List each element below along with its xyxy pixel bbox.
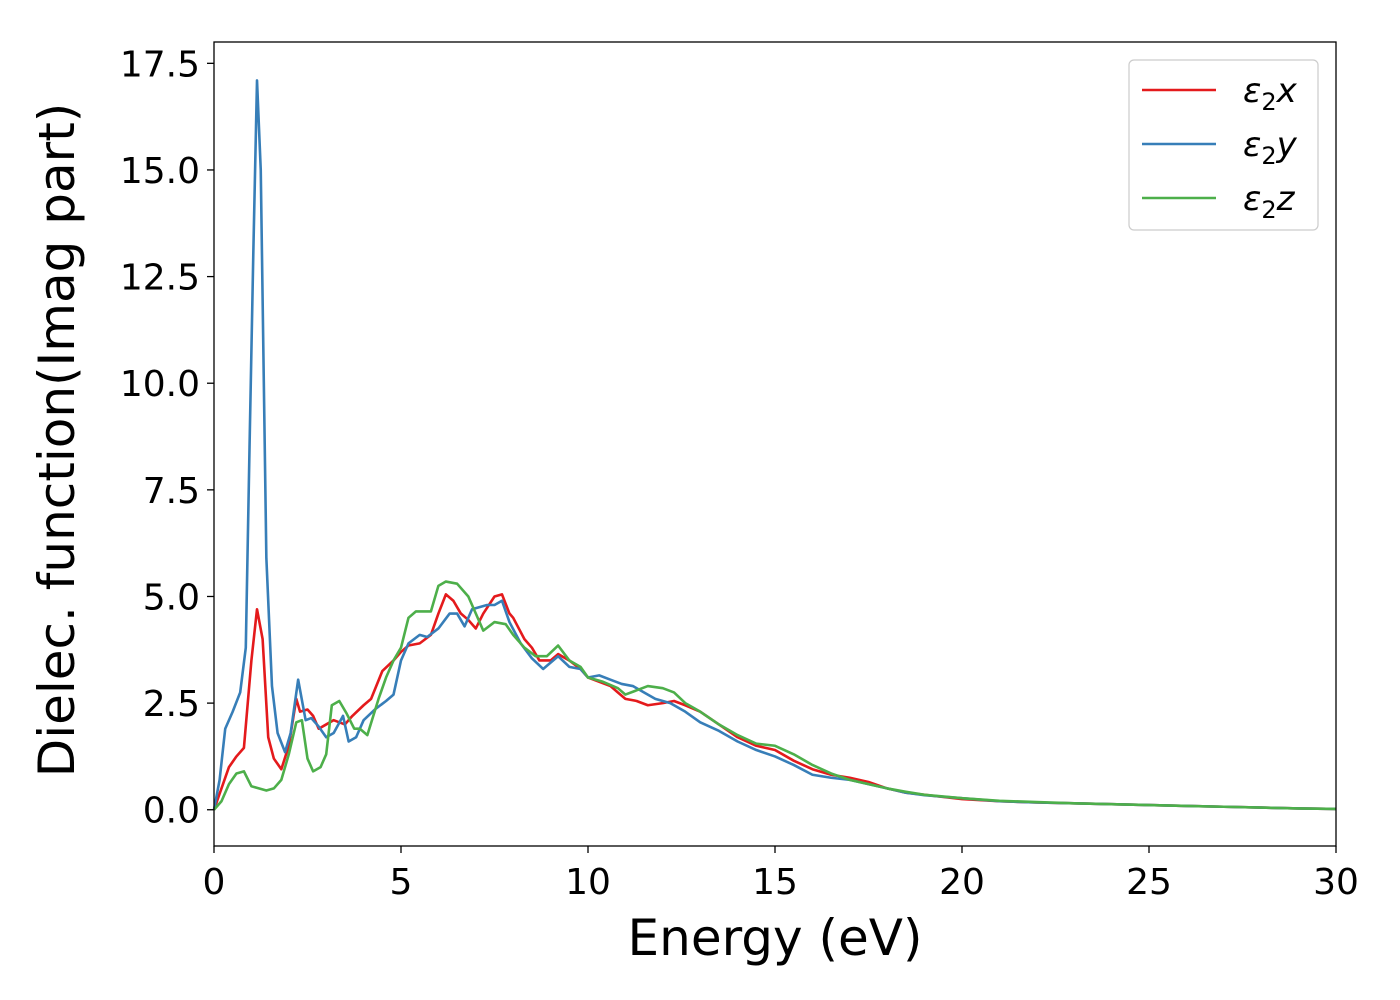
y-tick-label: 5.0 bbox=[143, 577, 200, 618]
x-tick-label: 0 bbox=[203, 862, 226, 903]
x-axis-label: Energy (eV) bbox=[628, 909, 923, 967]
legend-box bbox=[1128, 59, 1319, 231]
x-tick-label: 25 bbox=[1126, 862, 1172, 903]
x-tick-label: 15 bbox=[752, 862, 798, 903]
y-axis-ticks: 0.0 2.5 5.0 7.5 10.0 12.5 15.0 17.5 bbox=[120, 44, 214, 832]
x-tick-label: 5 bbox=[390, 862, 413, 903]
y-tick-label: 12.5 bbox=[120, 258, 200, 299]
plot-lines bbox=[212, 79, 1337, 811]
x-axis-ticks: 0 5 10 15 20 25 30 bbox=[203, 846, 1359, 903]
legend: ε2x ε2y ε2z bbox=[1128, 59, 1319, 231]
series-line-x bbox=[212, 593, 1337, 811]
series-line-z bbox=[213, 580, 1337, 811]
y-tick-label: 0.0 bbox=[143, 791, 200, 832]
legend-label-y: ε2y bbox=[1243, 125, 1298, 170]
legend-label-x: ε2x bbox=[1243, 71, 1298, 116]
y-axis-label: Dielec. function(Imag part) bbox=[28, 103, 86, 778]
x-tick-label: 10 bbox=[565, 862, 611, 903]
x-tick-label: 30 bbox=[1313, 862, 1359, 903]
y-tick-label: 17.5 bbox=[120, 44, 200, 85]
x-tick-label: 20 bbox=[939, 862, 985, 903]
y-tick-label: 10.0 bbox=[120, 364, 200, 405]
legend-label-z: ε2z bbox=[1243, 179, 1296, 224]
y-tick-label: 2.5 bbox=[143, 684, 200, 725]
y-tick-label: 7.5 bbox=[143, 471, 200, 512]
y-tick-label: 15.0 bbox=[120, 151, 200, 192]
